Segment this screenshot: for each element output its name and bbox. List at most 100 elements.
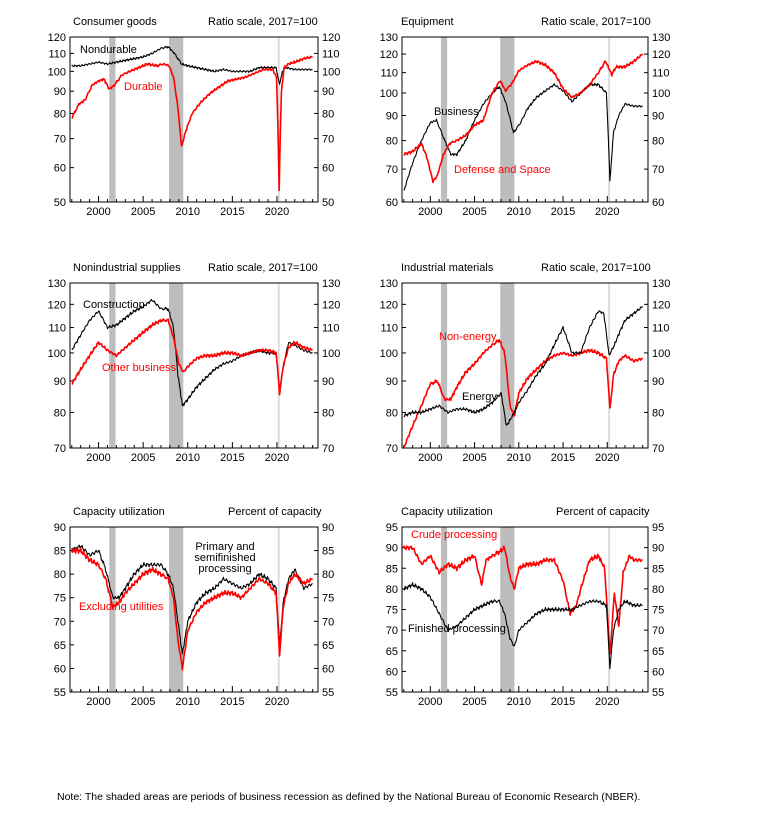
series-label: Construction (83, 299, 145, 311)
y-tick-label-right: 60 (322, 163, 334, 175)
series-label: Nondurable (80, 44, 137, 56)
series-line-business (403, 82, 643, 191)
recession-band (109, 37, 116, 202)
y-tick-label-right: 80 (322, 108, 334, 120)
chart-svg: 60 60 70 70 80 80 90 90 100 100 110 110 120 120 130 130… (380, 32, 671, 218)
y-tick-label-left: 130 (380, 278, 398, 290)
y-tick-label-right: 110 (322, 323, 340, 335)
recession-band (608, 283, 610, 448)
series-line-durable (71, 55, 313, 192)
recession-band (277, 527, 280, 692)
y-tick-label-right: 70 (322, 134, 334, 146)
plot-frame (69, 282, 319, 449)
y-tick-label-left: 70 (54, 616, 66, 628)
recession-band (500, 527, 515, 692)
y-tick-label-left: 130 (48, 278, 66, 290)
y-tick-label-left: 60 (386, 666, 398, 678)
y-tick-label-right: 60 (652, 197, 664, 209)
chart-panel-equipment: Equipment Ratio scale, 2017=100 60 60 70 70… (380, 0, 768, 230)
y-tick-label-left: 65 (386, 646, 398, 658)
series-label: Other business (102, 362, 176, 374)
x-tick-label: 2020 (265, 206, 289, 218)
chart-title: Industrial materials (401, 262, 494, 274)
y-tick-label-right: 90 (322, 522, 334, 534)
y-tick-label-right: 130 (652, 278, 670, 290)
y-tick-label-left: 70 (386, 625, 398, 637)
y-tick-label-left: 80 (386, 584, 398, 596)
x-tick-label: 2015 (551, 206, 575, 218)
series-label: Excluding utilities (79, 601, 164, 613)
series-label: Energy (462, 391, 497, 403)
series-line-excluding-utilities (71, 547, 313, 671)
y-tick-label-left: 75 (386, 605, 398, 617)
x-tick-label: 2015 (220, 696, 244, 708)
y-tick-label-left: 60 (54, 663, 66, 675)
series-line-finished-processing (403, 582, 643, 670)
x-tick-label: 2005 (131, 696, 155, 708)
recession-band (608, 37, 610, 202)
y-tick-label-right: 55 (652, 687, 664, 699)
y-tick-label-right: 120 (652, 49, 670, 61)
y-tick-label-left: 120 (48, 32, 66, 44)
x-tick-label: 2005 (462, 452, 486, 464)
series-line-construction (71, 298, 313, 407)
y-tick-label-right: 60 (652, 666, 664, 678)
y-tick-label-right: 70 (322, 616, 334, 628)
x-tick-label: 2005 (462, 206, 486, 218)
y-tick-label-right: 110 (322, 48, 340, 60)
y-tick-label-right: 120 (322, 299, 340, 311)
x-tick-label: 2015 (551, 696, 575, 708)
y-tick-label-right: 130 (652, 32, 670, 44)
y-tick-label-right: 100 (652, 88, 670, 100)
x-tick-label: 2000 (418, 696, 442, 708)
y-tick-label-right: 75 (652, 605, 664, 617)
plot-frame (401, 282, 649, 449)
y-tick-label-right: 90 (652, 376, 664, 388)
y-tick-label-right: 65 (322, 640, 334, 652)
recession-band (277, 37, 280, 202)
series-line-primary-and-semifinished-processing (71, 544, 313, 655)
y-tick-label-left: 85 (386, 563, 398, 575)
series-label: Non-energy (439, 331, 497, 343)
y-tick-label-left: 100 (48, 348, 66, 360)
y-tick-label-right: 50 (322, 197, 334, 209)
y-tick-label-right: 60 (322, 663, 334, 675)
recession-band (500, 37, 515, 202)
chart-panel-capacity-utilization-right: Capacity utilization Percent of capacity… (384, 506, 768, 736)
y-tick-label-left: 110 (380, 323, 398, 335)
y-tick-label-right: 70 (322, 443, 334, 455)
x-tick-label: 2020 (595, 696, 619, 708)
y-tick-label-left: 110 (48, 48, 66, 60)
plot-frame (69, 526, 319, 693)
y-tick-label-right: 85 (322, 546, 334, 558)
chart-svg: 55 55 60 60 65 65 70 70 75 75 80 80 85 85 90 90 2000 2005… (54, 522, 335, 708)
y-tick-label-right: 85 (652, 563, 664, 575)
y-tick-label-right: 90 (322, 86, 334, 98)
series-line-nondurable (71, 45, 313, 85)
series-line-energy (403, 306, 643, 426)
y-tick-label-right: 65 (652, 646, 664, 658)
y-tick-label-left: 90 (54, 86, 66, 98)
x-tick-label: 2005 (131, 206, 155, 218)
chart-panel-industrial-materials: Industrial materials Ratio scale, 2017=1… (380, 262, 768, 492)
series-line-defense-and-space (403, 53, 644, 184)
recession-band (277, 283, 280, 448)
y-tick-label-right: 130 (322, 278, 340, 290)
x-tick-label: 2010 (176, 452, 200, 464)
y-tick-label-right: 70 (652, 625, 664, 637)
y-tick-label-left: 90 (54, 376, 66, 388)
y-tick-label-right: 110 (652, 323, 670, 335)
scale-note: Ratio scale, 2017=100 (208, 16, 318, 28)
series-label: Defense and Space (454, 164, 551, 176)
y-tick-label-left: 50 (54, 197, 66, 209)
chart-panel-capacity-utilization-left: Capacity utilization Percent of capacity… (0, 506, 384, 736)
y-tick-label-right: 80 (652, 584, 664, 596)
y-tick-label-left: 65 (54, 640, 66, 652)
x-tick-label: 2020 (595, 452, 619, 464)
recession-band (440, 283, 448, 448)
y-tick-label-left: 70 (54, 443, 66, 455)
y-tick-label-right: 100 (322, 66, 340, 78)
y-tick-label-left: 120 (380, 49, 398, 61)
series-line-non-energy (403, 339, 643, 448)
chart-panel-consumer-goods: Consumer goods Ratio scale, 2017=100 50 5… (0, 0, 384, 230)
